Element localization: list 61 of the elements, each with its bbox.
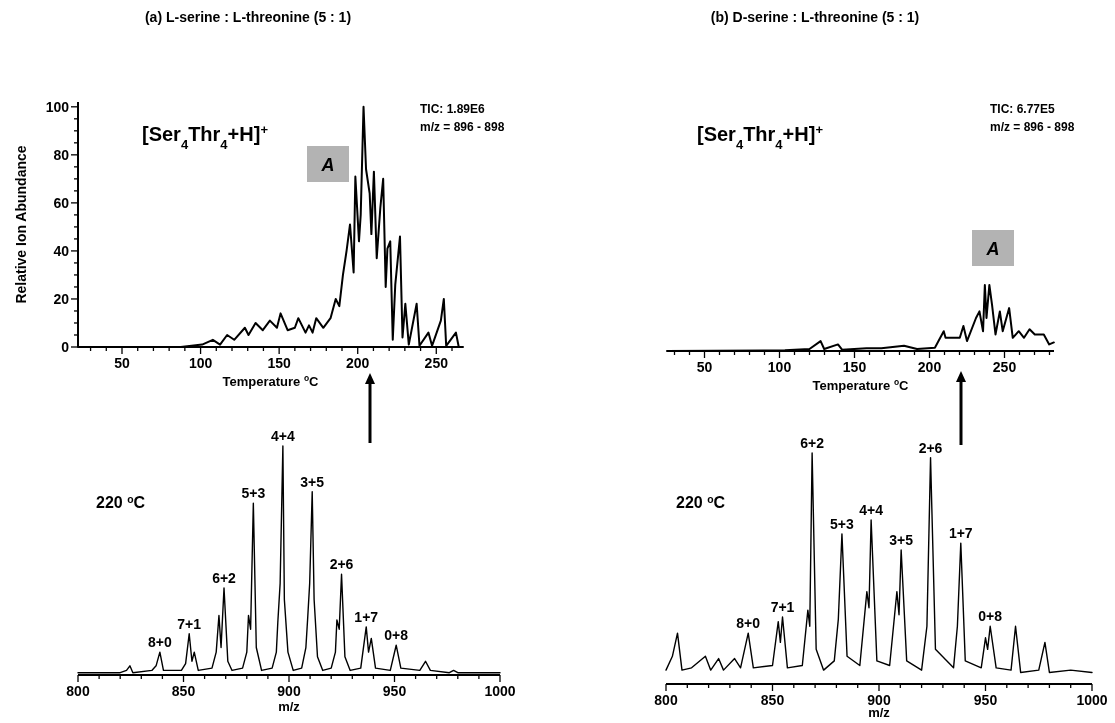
x-tick-label: 950 (973, 692, 998, 708)
text: m/z = 896 - 898 (990, 120, 1075, 134)
annotation: 1+7 (948, 525, 973, 542)
annotation: 0+8 (978, 608, 1003, 625)
annotation: 7+1 (770, 599, 795, 616)
x-tick-label: 850 (171, 683, 196, 699)
x-tick-label: 900 (867, 692, 891, 708)
annotation: TIC: 1.89E6 (420, 102, 486, 116)
y-tick-label: 20 (53, 290, 70, 307)
x-tick-label: 100 (188, 355, 213, 371)
x-axis-title: m/z (278, 699, 301, 714)
x-tick-label: 200 (346, 355, 370, 371)
y-tick-label: 100 (45, 98, 70, 115)
annotation: 3+5 (300, 473, 325, 490)
x-tick-label: 50 (114, 355, 130, 371)
text: TIC: 6.77E5 (990, 102, 1056, 116)
x-axis-title: Temperature $^{o}$C (222, 373, 320, 389)
x-tick-label: 100 (767, 359, 792, 375)
y-axis-title: Relative Ion Abundance (13, 145, 29, 304)
text: [Ser$_{4}$Thr$_{4}$+H]$^{+}$ (697, 121, 824, 152)
annotation: 8+0 (736, 615, 761, 632)
annotation: 6+2 (212, 569, 237, 586)
annotation: 220 $^{o}$C (96, 493, 146, 511)
annotation: m/z = 896 - 898 (420, 120, 505, 134)
annotation: [Ser$_{4}$Thr$_{4}$+H]$^{+}$ (142, 121, 269, 152)
x-tick-label: 150 (842, 359, 867, 375)
x-tick-label: 800 (654, 692, 678, 708)
annotation: 2+6 (918, 439, 943, 456)
y-tick-label: 80 (53, 146, 70, 163)
annotation: 5+3 (241, 485, 266, 502)
x-tick-label: 850 (760, 692, 785, 708)
y-tick-label: 40 (53, 242, 70, 259)
x-tick-label: 1000 (484, 683, 516, 699)
chart-title: (b) D-serine : L-threonine (5 : 1) (710, 9, 920, 25)
x-tick-label: 800 (66, 683, 90, 699)
annotation: 8+0 (147, 634, 172, 651)
annotation: 1+7 (354, 608, 379, 625)
chart-title: (a) L-serine : L-threonine (5 : 1) (144, 9, 352, 25)
x-tick-label: 150 (267, 355, 292, 371)
annotation: 5+3 (830, 515, 855, 532)
x-axis-title: m/z (868, 705, 891, 720)
y-tick-label: 60 (53, 194, 70, 211)
x-tick-label: 1000 (1076, 692, 1108, 708)
annotation: 7+1 (177, 615, 202, 632)
annotation: 0+8 (384, 627, 409, 644)
x-tick-label: 250 (424, 355, 449, 371)
annotation: 6+2 (800, 435, 825, 451)
x-tick-label: 900 (277, 683, 301, 699)
x-tick-label: 950 (382, 683, 407, 699)
annotation: 4+4 (271, 428, 295, 444)
x-axis-title: Temperature $^{o}$C (812, 377, 910, 393)
annotation: A (320, 155, 335, 175)
x-tick-label: 50 (696, 359, 713, 375)
annotation: 220 $^{o}$C (676, 493, 726, 511)
annotation: 3+5 (889, 532, 914, 549)
y-tick-label: 0 (61, 339, 70, 355)
annotation: 2+6 (329, 556, 354, 573)
text: A (985, 239, 1000, 259)
annotation: 4+4 (859, 501, 884, 518)
x-tick-label: 250 (992, 359, 1017, 375)
x-tick-label: 200 (917, 359, 942, 375)
